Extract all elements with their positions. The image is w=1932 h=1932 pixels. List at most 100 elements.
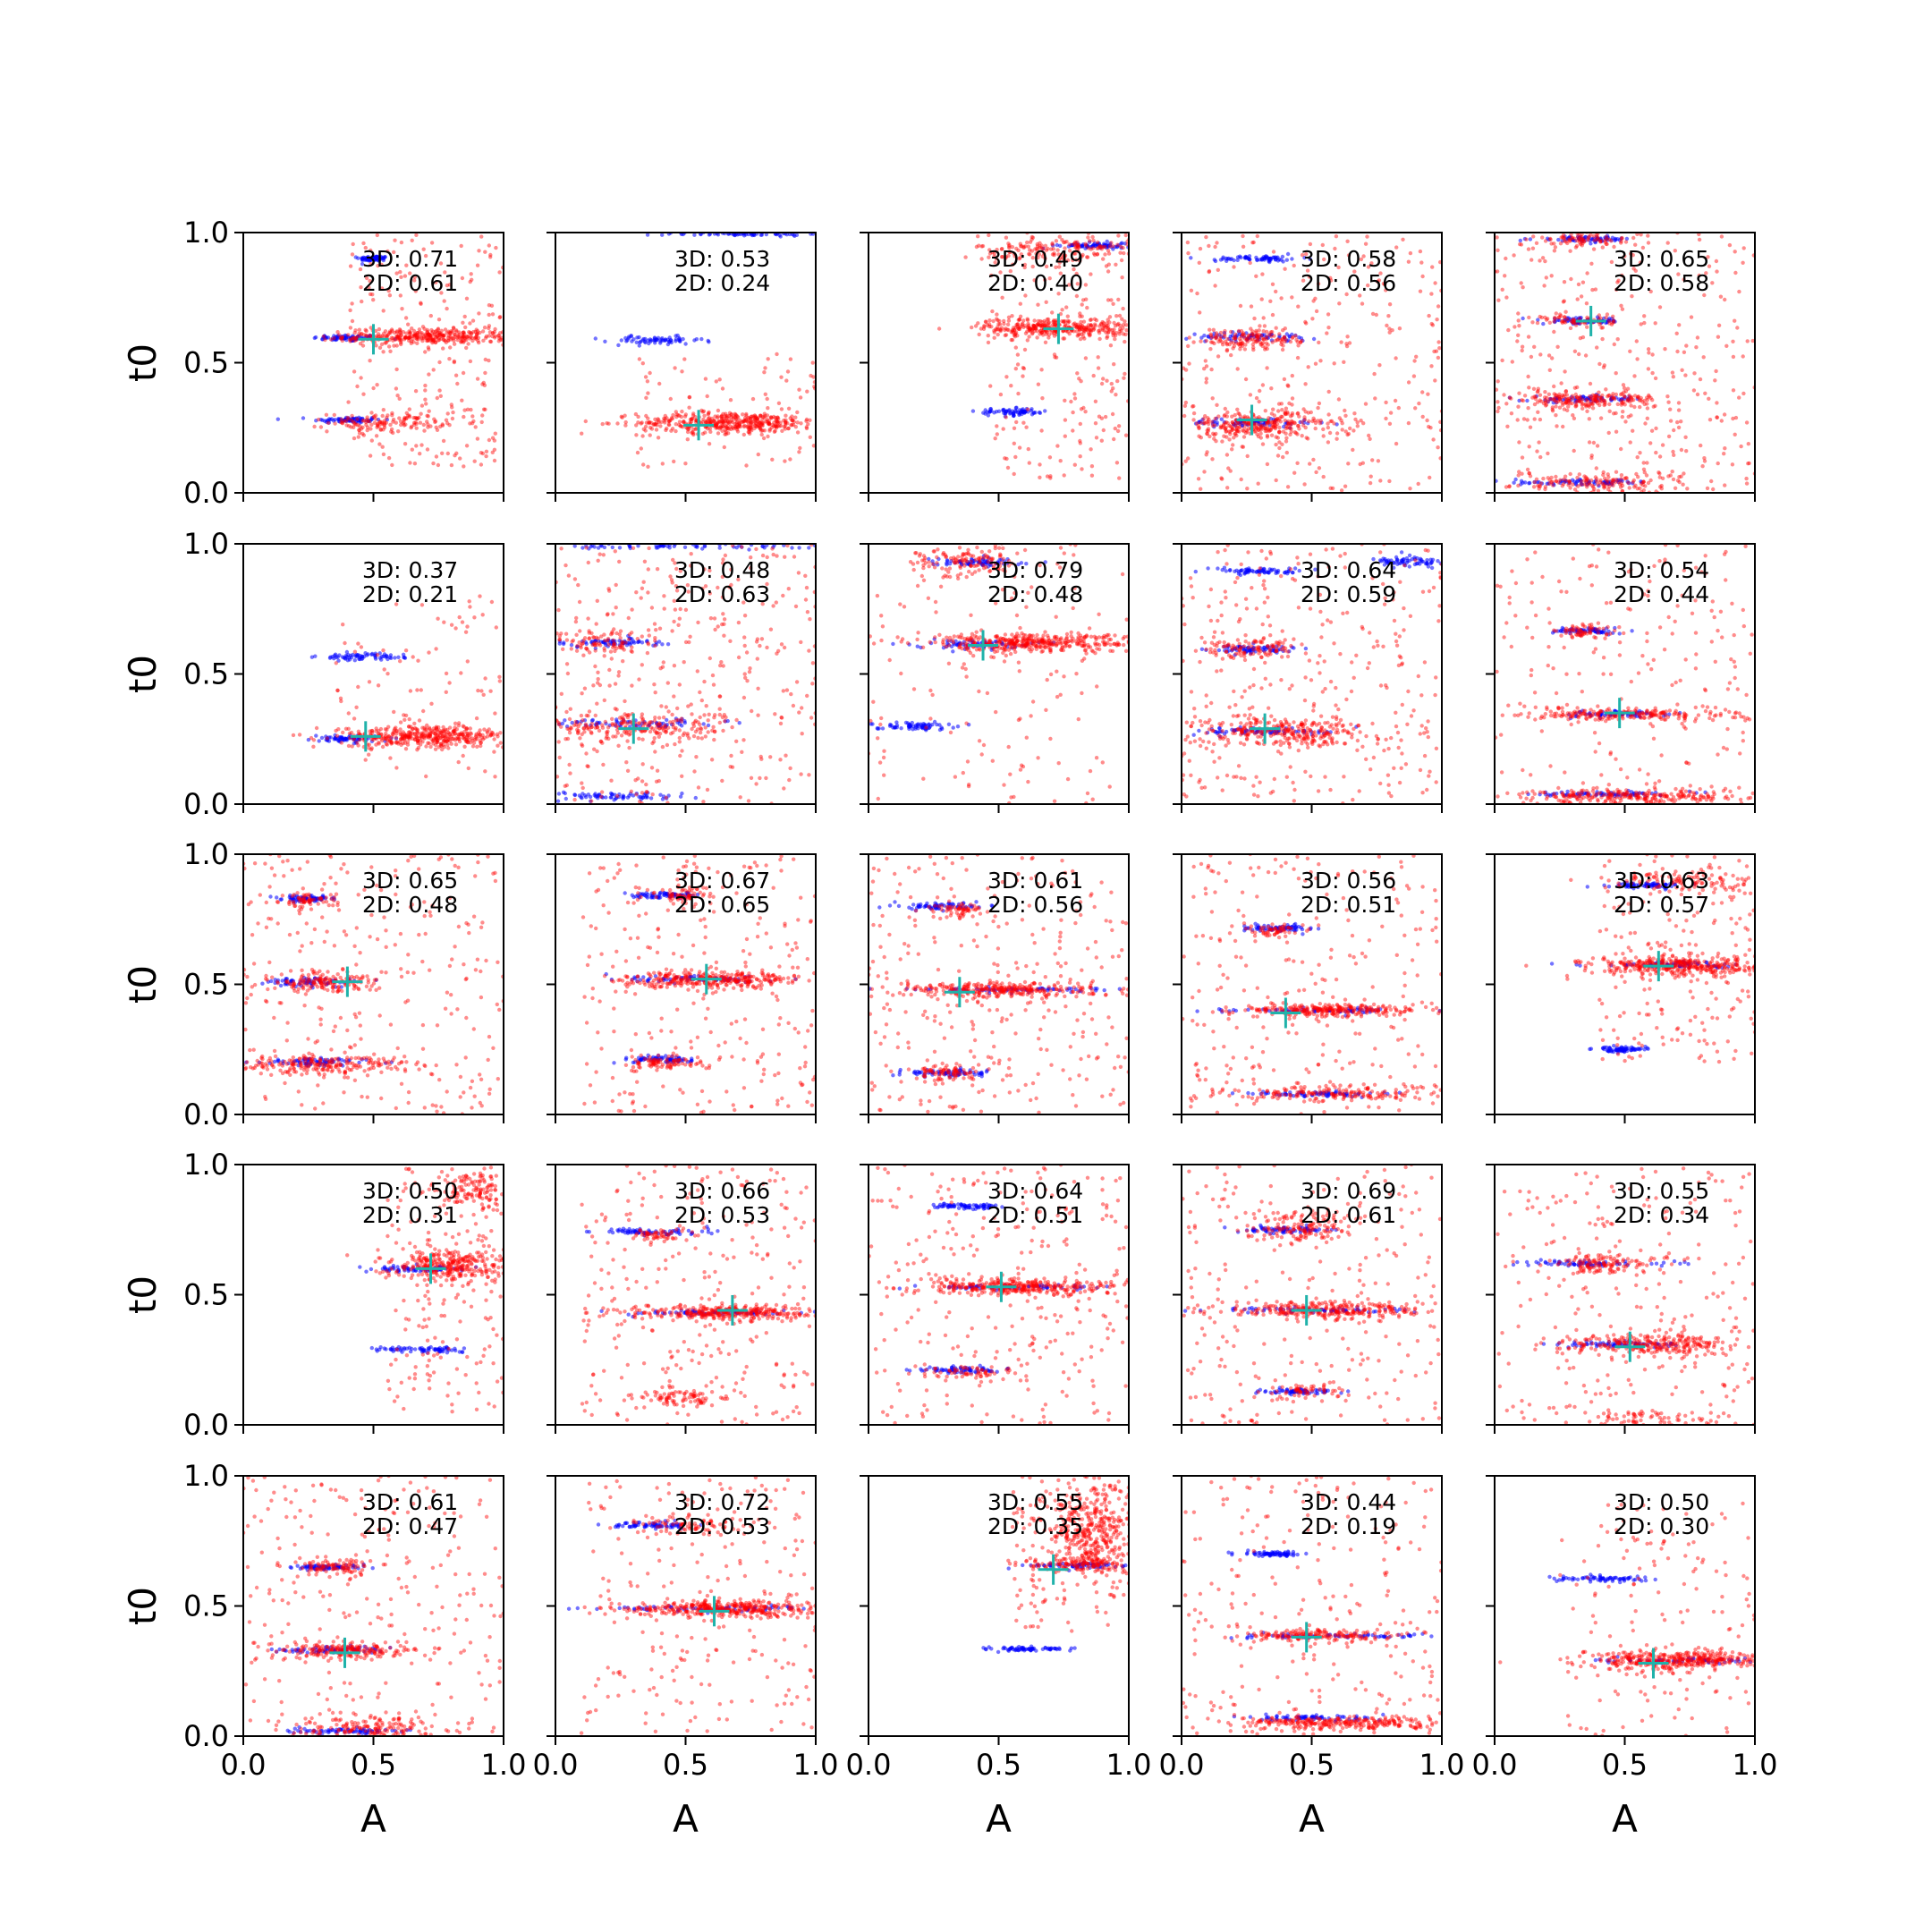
red-point [643,424,648,429]
red-point [727,413,732,419]
red-point [415,735,419,740]
red-point [701,409,707,413]
red-point [678,424,682,428]
red-point [1343,429,1348,434]
red-point [479,740,483,745]
red-point [1592,394,1597,400]
red-point [1433,378,1437,383]
red-point [1106,318,1110,322]
red-point [1044,320,1048,325]
red-point [1584,402,1589,408]
blue-point [1607,316,1612,321]
red-point [1558,242,1563,246]
red-point [415,333,420,338]
red-point [1218,330,1224,335]
red-point [1018,314,1023,318]
red-point [1080,302,1084,307]
red-point [1594,394,1598,398]
red-point [1043,243,1048,248]
red-point [1242,414,1247,419]
blue-point [1587,235,1591,240]
red-point [654,428,659,432]
red-point [1351,447,1355,453]
red-point [1607,402,1612,407]
red-point [1052,352,1057,357]
red-point [451,730,455,734]
blue-point [1605,480,1609,485]
red-point [1318,359,1323,363]
red-point [1317,401,1322,406]
red-point [970,325,974,330]
red-point [462,330,466,335]
red-point [623,413,627,418]
red-point [1101,257,1106,261]
red-point [344,423,349,428]
red-point [1085,305,1089,310]
red-point [1005,327,1010,332]
red-point [394,330,400,335]
red-point [1216,267,1221,272]
red-point [404,331,409,335]
red-point [1327,430,1333,436]
red-point [419,336,424,341]
red-point [1746,442,1751,446]
red-point [462,339,466,343]
red-point [1095,246,1099,250]
red-point [452,342,457,346]
red-point [1733,432,1737,436]
red-point [721,420,725,426]
red-point [1587,404,1592,409]
red-point [405,742,411,747]
red-point [1216,354,1221,359]
red-point [1594,399,1598,404]
red-point [714,379,718,384]
red-point [1237,411,1241,417]
red-point [987,233,991,238]
red-point [1581,482,1587,487]
red-point [1208,347,1213,352]
red-point [481,407,487,411]
red-point [380,413,385,419]
blue-point [362,654,367,659]
red-point [1121,332,1126,336]
red-point [1002,321,1006,326]
red-point [1515,418,1520,422]
red-point [1099,381,1105,386]
red-point [1191,403,1196,409]
red-point [411,736,415,741]
red-point [1384,288,1388,292]
blue-point [593,336,597,341]
red-point [1258,324,1262,328]
red-point [1006,315,1012,319]
red-point [991,318,996,324]
red-point [1590,402,1595,407]
red-point [431,737,436,741]
red-point [346,417,351,421]
red-point [1560,402,1565,407]
red-point [998,327,1004,332]
red-point [687,427,691,431]
red-point [403,335,408,340]
red-point [1611,318,1616,323]
red-point [1340,428,1344,432]
red-point [332,412,336,418]
red-point [434,726,438,731]
blue-point [385,418,389,422]
red-point [464,338,469,343]
red-point [1549,479,1554,485]
red-point [963,255,968,259]
red-point [1225,420,1230,426]
red-point [380,445,385,449]
red-point [1731,388,1736,393]
red-point [1093,421,1098,426]
red-point [1078,325,1082,329]
red-point [1246,421,1251,426]
red-point [716,408,721,413]
red-point [1050,241,1055,246]
red-point [1556,394,1562,399]
red-point [1326,312,1331,317]
red-point [1339,488,1344,493]
red-point [467,336,472,341]
red-point [1191,411,1197,416]
red-point [784,413,788,418]
